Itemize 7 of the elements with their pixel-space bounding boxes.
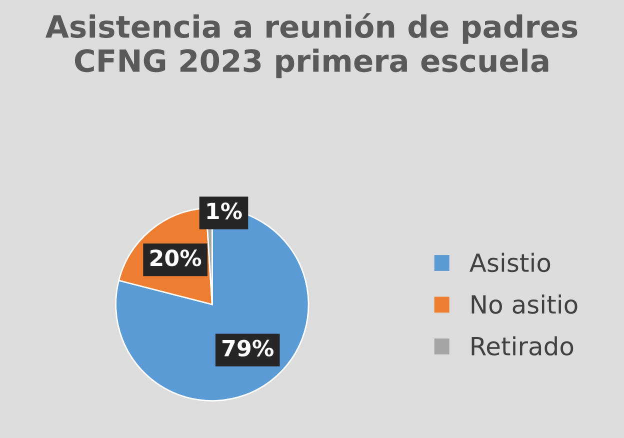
legend-label: Retirado bbox=[472, 336, 574, 356]
data-label: 20% bbox=[150, 250, 202, 266]
legend-label: No asitio bbox=[472, 294, 578, 314]
data-label: 1% bbox=[207, 202, 242, 220]
legend-label: Asistio bbox=[470, 252, 550, 272]
chart-title: Asistencia a reunión de padres CFNG 2023 primera escuela bbox=[45, 13, 578, 78]
data-label: 79% bbox=[222, 340, 274, 357]
